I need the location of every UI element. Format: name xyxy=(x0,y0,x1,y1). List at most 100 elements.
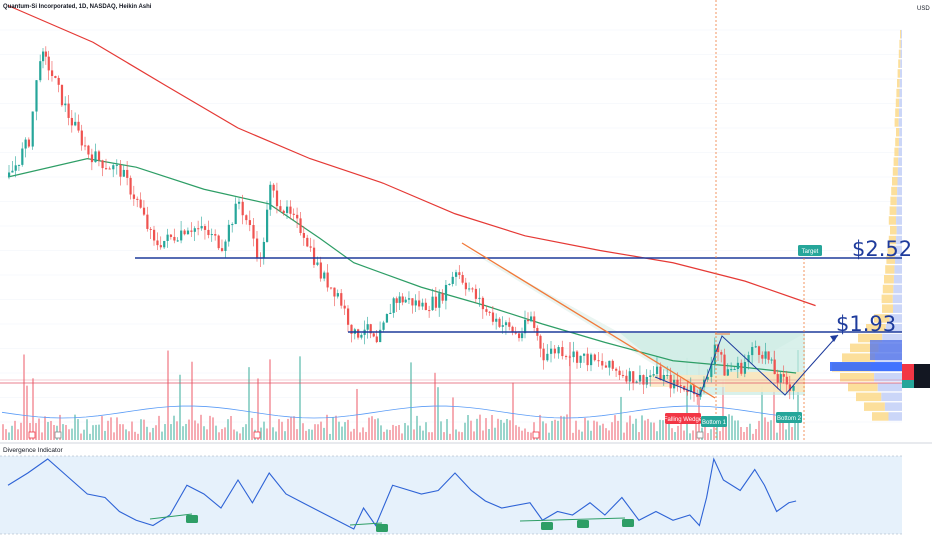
candle[interactable] xyxy=(461,275,464,283)
candle[interactable] xyxy=(302,233,305,238)
candle[interactable] xyxy=(385,314,389,323)
candle[interactable] xyxy=(471,288,474,290)
candle[interactable] xyxy=(39,61,42,81)
candle[interactable] xyxy=(44,51,48,57)
candle[interactable] xyxy=(64,103,67,106)
candle[interactable] xyxy=(557,347,560,354)
candle[interactable] xyxy=(601,360,604,366)
divergence-pane[interactable]: Divergence Indicator xyxy=(0,447,902,535)
candle[interactable] xyxy=(511,326,514,333)
candle[interactable] xyxy=(751,347,754,356)
candle[interactable] xyxy=(27,139,31,147)
candle[interactable] xyxy=(50,70,54,76)
candle[interactable] xyxy=(533,316,536,328)
candle[interactable] xyxy=(153,229,156,241)
candle[interactable] xyxy=(455,272,458,277)
candle[interactable] xyxy=(197,228,200,230)
candle[interactable] xyxy=(673,379,676,389)
price-axis[interactable]: USD xyxy=(917,6,930,12)
candle[interactable] xyxy=(369,324,372,334)
candle[interactable] xyxy=(210,234,213,236)
candle[interactable] xyxy=(31,111,34,147)
candle[interactable] xyxy=(401,296,404,303)
candle[interactable] xyxy=(568,356,571,358)
candle[interactable] xyxy=(266,209,269,242)
candle[interactable] xyxy=(392,298,395,313)
candle[interactable] xyxy=(14,165,17,171)
candle[interactable] xyxy=(299,218,302,234)
candle[interactable] xyxy=(740,362,743,374)
candle[interactable] xyxy=(464,282,467,290)
candle[interactable] xyxy=(451,276,454,284)
candle[interactable] xyxy=(248,220,251,226)
candle[interactable] xyxy=(343,305,346,309)
candle[interactable] xyxy=(474,288,478,299)
candle[interactable] xyxy=(234,203,237,225)
candle[interactable] xyxy=(565,356,568,358)
candle[interactable] xyxy=(350,324,353,334)
candle[interactable] xyxy=(146,214,149,229)
candle[interactable] xyxy=(632,371,635,384)
candle[interactable] xyxy=(576,351,579,363)
candle[interactable] xyxy=(586,353,589,366)
candle[interactable] xyxy=(481,297,485,310)
candle[interactable] xyxy=(679,385,682,387)
candle[interactable] xyxy=(524,319,527,334)
candle[interactable] xyxy=(597,360,600,362)
candle[interactable] xyxy=(54,75,57,78)
candle[interactable] xyxy=(398,296,401,303)
candle[interactable] xyxy=(710,364,713,377)
candle[interactable] xyxy=(431,296,434,311)
candle[interactable] xyxy=(414,300,417,306)
candle[interactable] xyxy=(717,344,720,353)
candle[interactable] xyxy=(458,272,461,276)
candle[interactable] xyxy=(546,353,549,361)
candle[interactable] xyxy=(785,376,788,385)
candle[interactable] xyxy=(498,318,501,327)
candle[interactable] xyxy=(346,308,350,325)
candle[interactable] xyxy=(776,374,779,383)
candle[interactable] xyxy=(336,293,339,297)
candle[interactable] xyxy=(539,335,542,349)
candle[interactable] xyxy=(282,210,285,213)
candle[interactable] xyxy=(779,374,782,383)
candle[interactable] xyxy=(70,117,74,126)
candle[interactable] xyxy=(743,361,747,374)
candle[interactable] xyxy=(693,385,696,395)
candle[interactable] xyxy=(495,318,498,322)
candle[interactable] xyxy=(382,322,385,330)
candle[interactable] xyxy=(47,56,50,71)
candle[interactable] xyxy=(723,354,726,376)
candle[interactable] xyxy=(652,374,655,376)
candle[interactable] xyxy=(572,351,575,358)
candle[interactable] xyxy=(149,228,152,230)
candle[interactable] xyxy=(122,169,125,177)
candle[interactable] xyxy=(550,348,553,354)
candle[interactable] xyxy=(428,310,431,312)
candle[interactable] xyxy=(411,298,414,306)
candle[interactable] xyxy=(252,225,255,239)
candle[interactable] xyxy=(736,362,740,370)
candle[interactable] xyxy=(238,201,241,204)
candle[interactable] xyxy=(340,293,343,306)
candle[interactable] xyxy=(366,324,369,330)
candle[interactable] xyxy=(792,385,795,391)
candle[interactable] xyxy=(275,190,279,207)
candle[interactable] xyxy=(80,130,83,146)
candle[interactable] xyxy=(579,355,582,363)
candle[interactable] xyxy=(176,240,179,242)
candle[interactable] xyxy=(269,184,272,210)
candle[interactable] xyxy=(757,346,761,355)
candle[interactable] xyxy=(583,353,586,356)
candle[interactable] xyxy=(761,354,764,359)
candle[interactable] xyxy=(67,103,70,118)
candle[interactable] xyxy=(518,333,521,339)
candle[interactable] xyxy=(319,262,322,279)
candle[interactable] xyxy=(542,348,545,361)
candle[interactable] xyxy=(309,246,312,248)
candle[interactable] xyxy=(770,359,773,361)
candle[interactable] xyxy=(604,365,608,368)
candle[interactable] xyxy=(618,370,621,376)
candle[interactable] xyxy=(286,206,289,213)
candle[interactable] xyxy=(706,376,709,380)
